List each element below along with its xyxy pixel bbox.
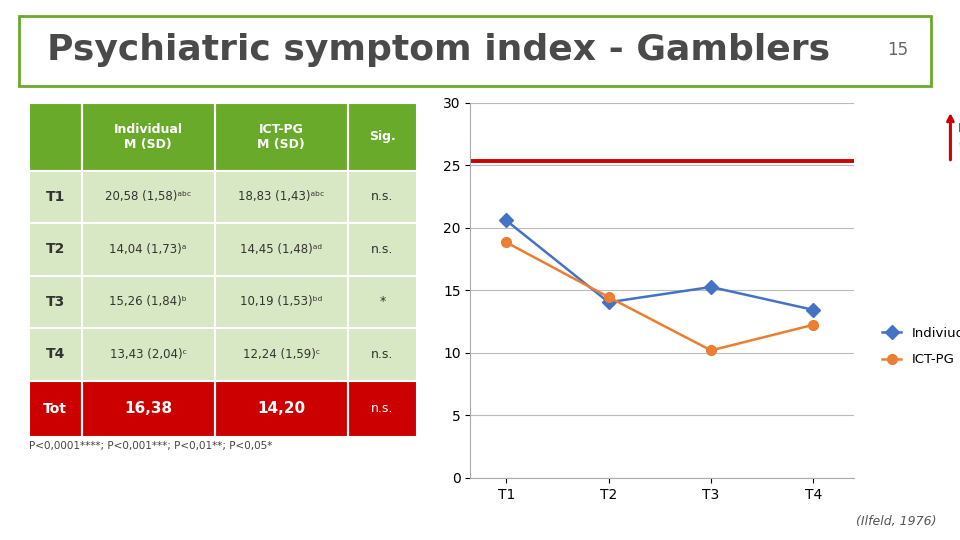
Text: 20,58 (1,58)ᵃᵇᶜ: 20,58 (1,58)ᵃᵇᶜ bbox=[105, 191, 191, 204]
Text: 18,83 (1,43)ᵃᵇᶜ: 18,83 (1,43)ᵃᵇᶜ bbox=[238, 191, 324, 204]
Text: P<0,0001****; P<0,001***; P<0,01**; P<0,05*: P<0,0001****; P<0,001***; P<0,01**; P<0,… bbox=[29, 441, 273, 451]
Text: Sig.: Sig. bbox=[370, 130, 396, 143]
Indiviudal bbox=[603, 299, 614, 306]
Bar bbox=[29, 275, 82, 328]
Text: 12,24 (1,59)ᶜ: 12,24 (1,59)ᶜ bbox=[243, 348, 320, 361]
Text: Individual
M (SD): Individual M (SD) bbox=[113, 123, 182, 151]
Text: *: * bbox=[379, 295, 386, 308]
Text: T3: T3 bbox=[45, 295, 65, 309]
Text: 14,45 (1,48)ᵃᵈ: 14,45 (1,48)ᵃᵈ bbox=[240, 243, 323, 256]
Bar bbox=[82, 328, 215, 381]
Bar bbox=[82, 223, 215, 275]
Text: n.s.: n.s. bbox=[372, 402, 394, 415]
Text: n.s.: n.s. bbox=[372, 191, 394, 204]
Bar bbox=[29, 223, 82, 275]
Text: Psychiatric symptom index - Gamblers: Psychiatric symptom index - Gamblers bbox=[47, 33, 830, 67]
Text: n.s.: n.s. bbox=[372, 243, 394, 256]
Text: T2: T2 bbox=[45, 242, 65, 256]
Text: 15,26 (1,84)ᵇ: 15,26 (1,84)ᵇ bbox=[109, 295, 187, 308]
ICT-PG bbox=[500, 239, 512, 246]
Line: ICT-PG: ICT-PG bbox=[501, 238, 818, 355]
Text: Psychological
distress: Psychological distress bbox=[958, 123, 960, 150]
Bar bbox=[29, 103, 82, 171]
Bar bbox=[348, 381, 418, 437]
Bar bbox=[215, 328, 348, 381]
Text: n.s.: n.s. bbox=[372, 348, 394, 361]
Indiviudal bbox=[706, 284, 717, 290]
ICT-PG bbox=[807, 321, 819, 328]
Bar bbox=[215, 171, 348, 223]
Text: 14,20: 14,20 bbox=[257, 401, 305, 416]
Bar bbox=[215, 275, 348, 328]
Text: (Ilfeld, 1976): (Ilfeld, 1976) bbox=[855, 515, 936, 528]
ICT-PG bbox=[603, 294, 614, 300]
Legend: Indiviudal, ICT-PG: Indiviudal, ICT-PG bbox=[876, 322, 960, 372]
Line: Indiviudal: Indiviudal bbox=[501, 215, 818, 315]
Bar bbox=[215, 381, 348, 437]
Bar bbox=[82, 275, 215, 328]
Text: 16,38: 16,38 bbox=[124, 401, 172, 416]
Text: T1: T1 bbox=[45, 190, 65, 204]
Bar bbox=[215, 223, 348, 275]
Text: T4: T4 bbox=[45, 347, 65, 361]
Bar bbox=[348, 328, 418, 381]
Text: 13,43 (2,04)ᶜ: 13,43 (2,04)ᶜ bbox=[109, 348, 186, 361]
Bar bbox=[348, 103, 418, 171]
Bar bbox=[29, 328, 82, 381]
Text: Tot: Tot bbox=[43, 402, 67, 416]
Text: 14,04 (1,73)ᵃ: 14,04 (1,73)ᵃ bbox=[109, 243, 187, 256]
Text: ICT-PG
M (SD): ICT-PG M (SD) bbox=[257, 123, 305, 151]
Indiviudal bbox=[500, 217, 512, 224]
Bar bbox=[82, 103, 215, 171]
Bar bbox=[29, 381, 82, 437]
Indiviudal bbox=[807, 307, 819, 313]
Bar bbox=[82, 381, 215, 437]
Bar bbox=[348, 275, 418, 328]
Text: 10,19 (1,53)ᵇᵈ: 10,19 (1,53)ᵇᵈ bbox=[240, 295, 323, 308]
Bar bbox=[82, 171, 215, 223]
Bar bbox=[29, 171, 82, 223]
Bar bbox=[215, 103, 348, 171]
Text: 15: 15 bbox=[887, 41, 908, 59]
Bar bbox=[348, 171, 418, 223]
Bar bbox=[348, 223, 418, 275]
ICT-PG bbox=[706, 347, 717, 354]
